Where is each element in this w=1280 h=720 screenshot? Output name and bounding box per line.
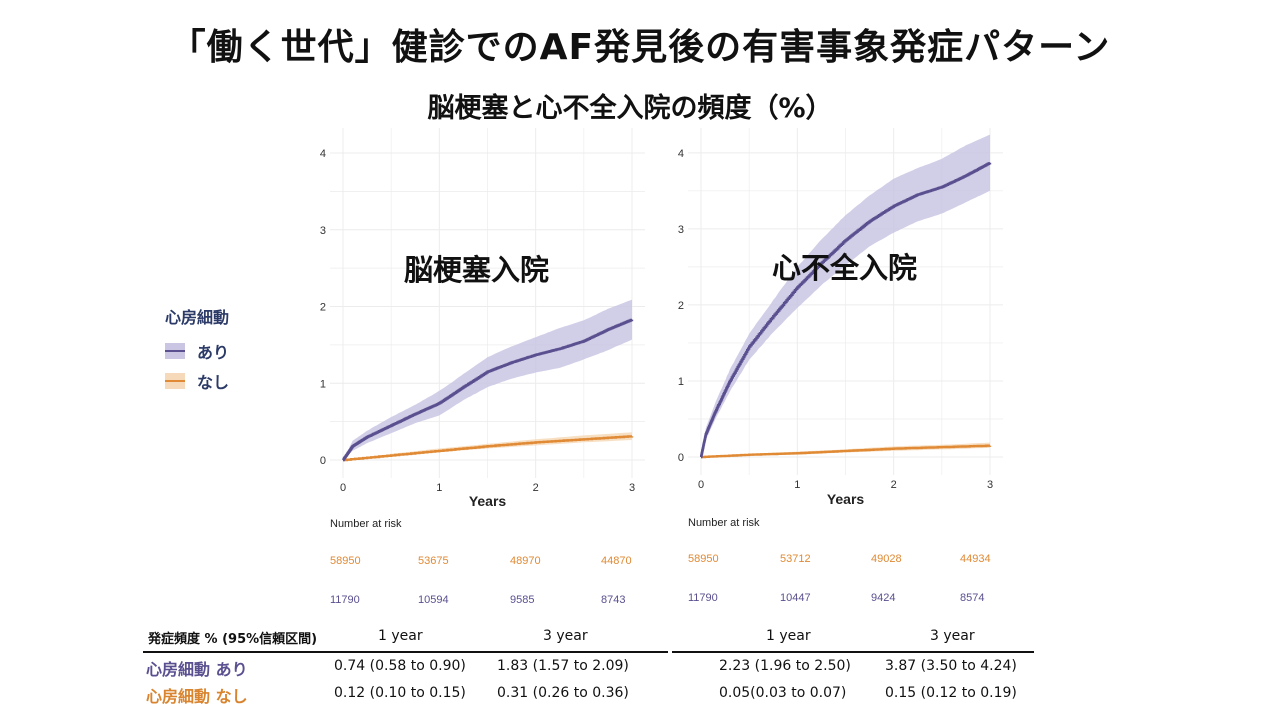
risk-number-nashi: 48970 [510,555,541,567]
legend-item-nashi: なし [165,366,229,396]
page-title: 「働く世代」健診でのAF発見後の有害事象発症パターン [169,27,1111,68]
table-col-1year-hf: 1 year [766,628,811,644]
risk-number-nashi: 49028 [871,553,902,565]
legend-title: 心房細動 [165,308,230,327]
x-tick-label: 3 [629,482,635,494]
risk-number-nashi: 58950 [688,553,719,565]
legend: 心房細動 あり なし [165,304,229,396]
y-tick-label: 3 [320,225,326,237]
x-tick-label: 2 [891,479,897,491]
risk-number-ari: 8574 [960,592,984,604]
risk-number-ari: 10447 [780,592,811,604]
table-col-3year-hf: 3 year [930,628,975,644]
series-line-nashi [343,435,634,462]
legend-key-ari [165,343,185,359]
table-cell-stroke-nashi-3y: 0.31 (0.26 to 0.36) [497,685,629,701]
ci-band-ari [701,134,990,457]
risk-table-title: Number at risk [688,517,760,529]
x-axis-title: Years [469,493,507,509]
series-line-ari [342,318,634,462]
legend-label-ari: あり [197,343,230,362]
table-cell-stroke-ari-3y: 1.83 (1.57 to 2.09) [497,658,629,674]
table-cell-hf-nashi-3y: 0.15 (0.12 to 0.19) [885,685,1017,701]
legend-label-nashi: なし [197,373,230,392]
y-tick-label: 3 [678,224,684,236]
y-tick-label: 4 [320,148,326,160]
y-tick-label: 4 [678,148,684,160]
table-row-label-ari: 心房細動 あり [146,660,248,679]
table-row-label-nashi: 心房細動 なし [146,687,248,706]
x-tick-label: 0 [340,482,346,494]
risk-number-nashi: 58950 [330,555,361,567]
x-tick-label: 1 [794,479,800,491]
y-tick-label: 1 [678,376,684,388]
table-cell-stroke-nashi-1y: 0.12 (0.10 to 0.15) [334,685,466,701]
table-divider-left [143,651,668,653]
table-cell-hf-nashi-1y: 0.05(0.03 to 0.07) [719,685,847,701]
table-cell-hf-ari-1y: 2.23 (1.96 to 2.50) [719,658,851,674]
risk-table-title: Number at risk [330,518,402,530]
legend-key-nashi [165,373,185,389]
risk-number-ari: 9424 [871,592,895,604]
table-divider-right [672,651,1034,653]
risk-number-ari: 11790 [688,592,718,604]
y-tick-label: 0 [320,455,326,467]
x-tick-label: 0 [698,479,704,491]
risk-number-nashi: 44870 [601,555,632,567]
risk-number-ari: 9585 [510,594,534,606]
risk-number-ari: 10594 [418,594,449,606]
y-tick-label: 0 [678,452,684,464]
x-tick-label: 1 [436,482,442,494]
y-tick-label: 1 [320,378,326,390]
legend-item-ari: あり [165,336,229,366]
x-tick-label: 3 [987,479,993,491]
table-cell-stroke-ari-1y: 0.74 (0.58 to 0.90) [334,658,466,674]
table-header-label: 発症頻度 % (95%信頼区間) [148,632,318,647]
risk-number-ari: 8743 [601,594,625,606]
risk-number-nashi: 53675 [418,555,449,567]
y-tick-label: 2 [320,302,326,314]
panel-label: 脳梗塞入院 [404,253,549,287]
table-cell-hf-ari-3y: 3.87 (3.50 to 4.24) [885,658,1017,674]
x-axis-title: Years [827,491,865,507]
risk-number-nashi: 53712 [780,553,811,565]
table-col-3year-stroke: 3 year [543,628,588,644]
risk-number-nashi: 44934 [960,553,991,565]
page-subtitle: 脳梗塞と心不全入院の頻度（%） [427,93,833,124]
x-tick-label: 2 [533,482,539,494]
series-line-ari [700,162,992,459]
risk-number-ari: 11790 [330,594,360,606]
panel-label: 心不全入院 [772,251,917,285]
ci-band-ari [343,299,632,460]
y-tick-label: 2 [678,300,684,312]
table-col-1year-stroke: 1 year [378,628,423,644]
series-line-nashi [701,444,992,459]
